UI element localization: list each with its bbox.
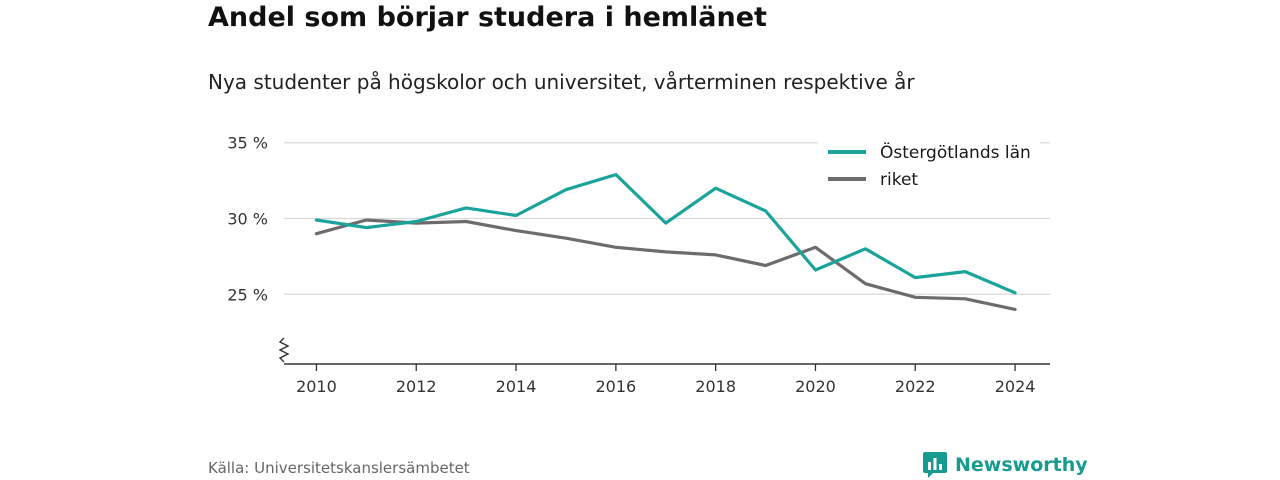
y-tick-label: 25 % [227, 285, 268, 304]
x-tick-label: 2020 [795, 377, 836, 396]
x-tick-label: 2016 [595, 377, 636, 396]
x-tick-label: 2012 [396, 377, 437, 396]
line-chart: 25 % 30 % 35 % 2010 2012 2014 2016 2018 2020 2022… [227, 134, 1050, 396]
brand-logo: Newsworthy [922, 451, 1088, 479]
bar-chart-speech-bubble-icon [923, 452, 947, 478]
y-tick-label: 35 % [227, 134, 268, 153]
axes: 25 % 30 % 35 % 2010 2012 2014 2016 2018 2020 2022… [227, 134, 1050, 396]
source-note: Källa: Universitetskanslersämbetet [208, 459, 470, 477]
legend-label: Östergötlands län [880, 141, 1031, 163]
legend-label: riket [880, 170, 918, 190]
x-tick-label: 2022 [895, 377, 936, 396]
series-line [314, 218, 1017, 311]
x-tick-label: 2024 [995, 377, 1036, 396]
brand-name: Newsworthy [955, 454, 1088, 476]
x-tick-label: 2010 [296, 377, 337, 396]
axis-break-symbol [278, 337, 290, 363]
series-lines [314, 173, 1017, 311]
chart-subtitle: Nya studenter på högskolor och universit… [208, 70, 915, 94]
legend-background [818, 138, 1040, 194]
series-line [314, 173, 1017, 295]
y-tick-label: 30 % [227, 210, 268, 229]
x-tick-label: 2014 [496, 377, 537, 396]
chart-title: Andel som börjar studera i hemlänet [208, 2, 767, 33]
legend: Östergötlands län riket [818, 138, 1040, 194]
x-tick-label: 2018 [695, 377, 736, 396]
